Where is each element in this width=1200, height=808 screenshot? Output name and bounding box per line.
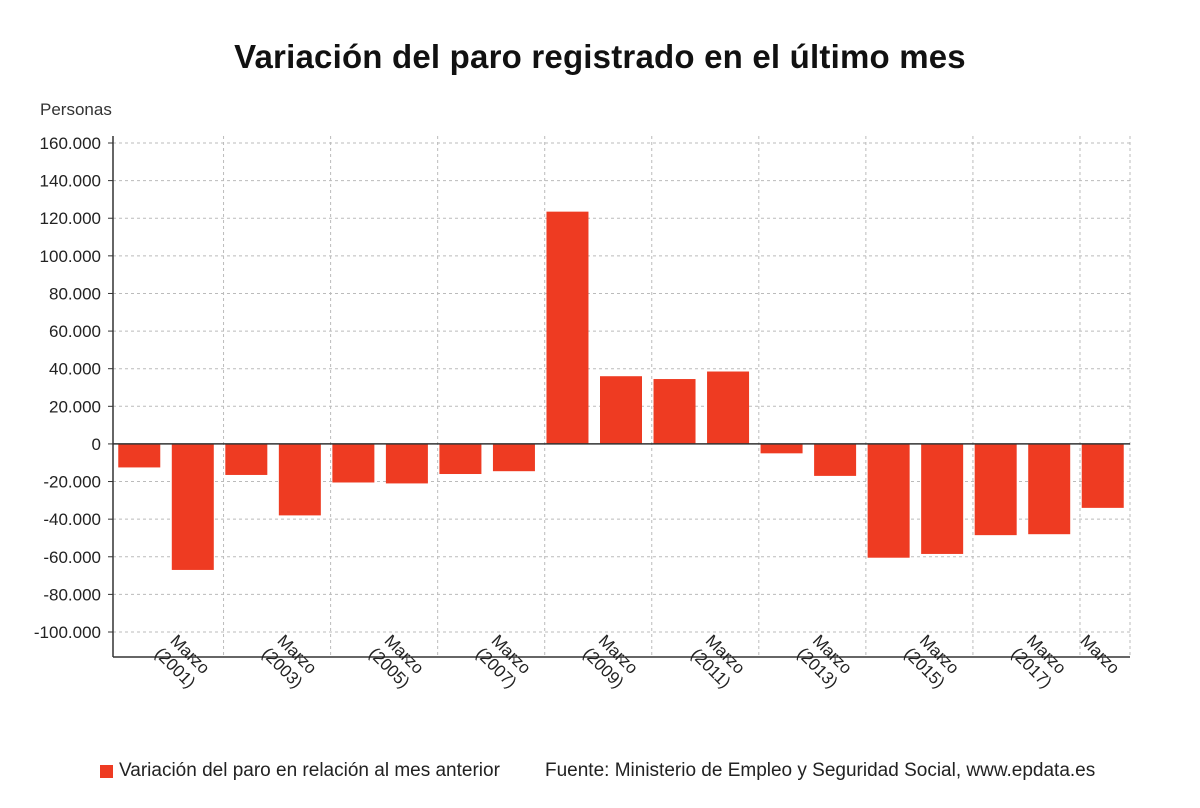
y-tick-label: 60.000 — [49, 322, 101, 341]
bar — [1028, 443, 1071, 535]
bar — [546, 211, 589, 444]
y-tick-label: 20.000 — [49, 397, 101, 416]
bar — [492, 443, 535, 472]
bar — [171, 443, 214, 570]
bar — [974, 443, 1017, 536]
bar — [921, 443, 964, 554]
bar — [385, 443, 428, 484]
x-tick-label: Marzo(2003) — [258, 630, 320, 692]
bar — [653, 379, 696, 444]
bar — [707, 371, 750, 444]
legend-label: Variación del paro en relación al mes an… — [119, 760, 500, 781]
bar — [760, 443, 803, 454]
y-tick-label: -80.000 — [43, 585, 101, 604]
bar — [278, 443, 321, 516]
source-note: Fuente: Ministerio de Empleo y Seguridad… — [545, 760, 1096, 781]
y-tick-label: 80.000 — [49, 284, 101, 303]
y-axis-label: Personas — [40, 100, 112, 119]
y-tick-label: 0 — [92, 435, 101, 454]
bar — [600, 376, 642, 444]
x-tick-label: Marzo(2007) — [472, 630, 534, 692]
x-tick-label: Marzo(2017) — [1007, 630, 1069, 692]
x-tick-label: Marzo(2001) — [151, 630, 213, 692]
chart-title: Variación del paro registrado en el últi… — [234, 38, 966, 75]
y-tick-label: 100.000 — [40, 247, 101, 266]
bar — [332, 443, 375, 483]
bar — [225, 443, 268, 475]
x-tick-label: Marzo(2011) — [687, 631, 748, 692]
bar — [439, 443, 482, 475]
x-tick-label: Marzo(2005) — [365, 630, 427, 692]
y-tick-label: -40.000 — [43, 510, 101, 529]
bar — [1081, 443, 1124, 508]
y-tick-label: -100.000 — [34, 623, 101, 642]
y-tick-label: -60.000 — [43, 548, 101, 567]
y-tick-label: 120.000 — [40, 209, 101, 228]
legend-swatch — [100, 764, 113, 778]
x-tick-label: Marzo(2013) — [793, 630, 855, 692]
bar — [867, 443, 910, 558]
x-tick-label: Marzo(2015) — [900, 630, 962, 692]
y-tick-label: 140.000 — [40, 172, 101, 191]
y-tick-label: 40.000 — [49, 360, 101, 379]
legend: Variación del paro en relación al mes an… — [100, 760, 500, 782]
y-tick-label: 160.000 — [40, 134, 101, 153]
bar-chart: 160.000 140.000 120.000 100.000 80.000 60.000… — [34, 134, 1131, 692]
bar — [814, 443, 857, 476]
y-tick-label: -20.000 — [43, 473, 101, 492]
x-tick-label: Marzo(2009) — [579, 630, 641, 692]
bar — [118, 443, 161, 468]
x-tick-label: Marzo — [1077, 631, 1124, 678]
